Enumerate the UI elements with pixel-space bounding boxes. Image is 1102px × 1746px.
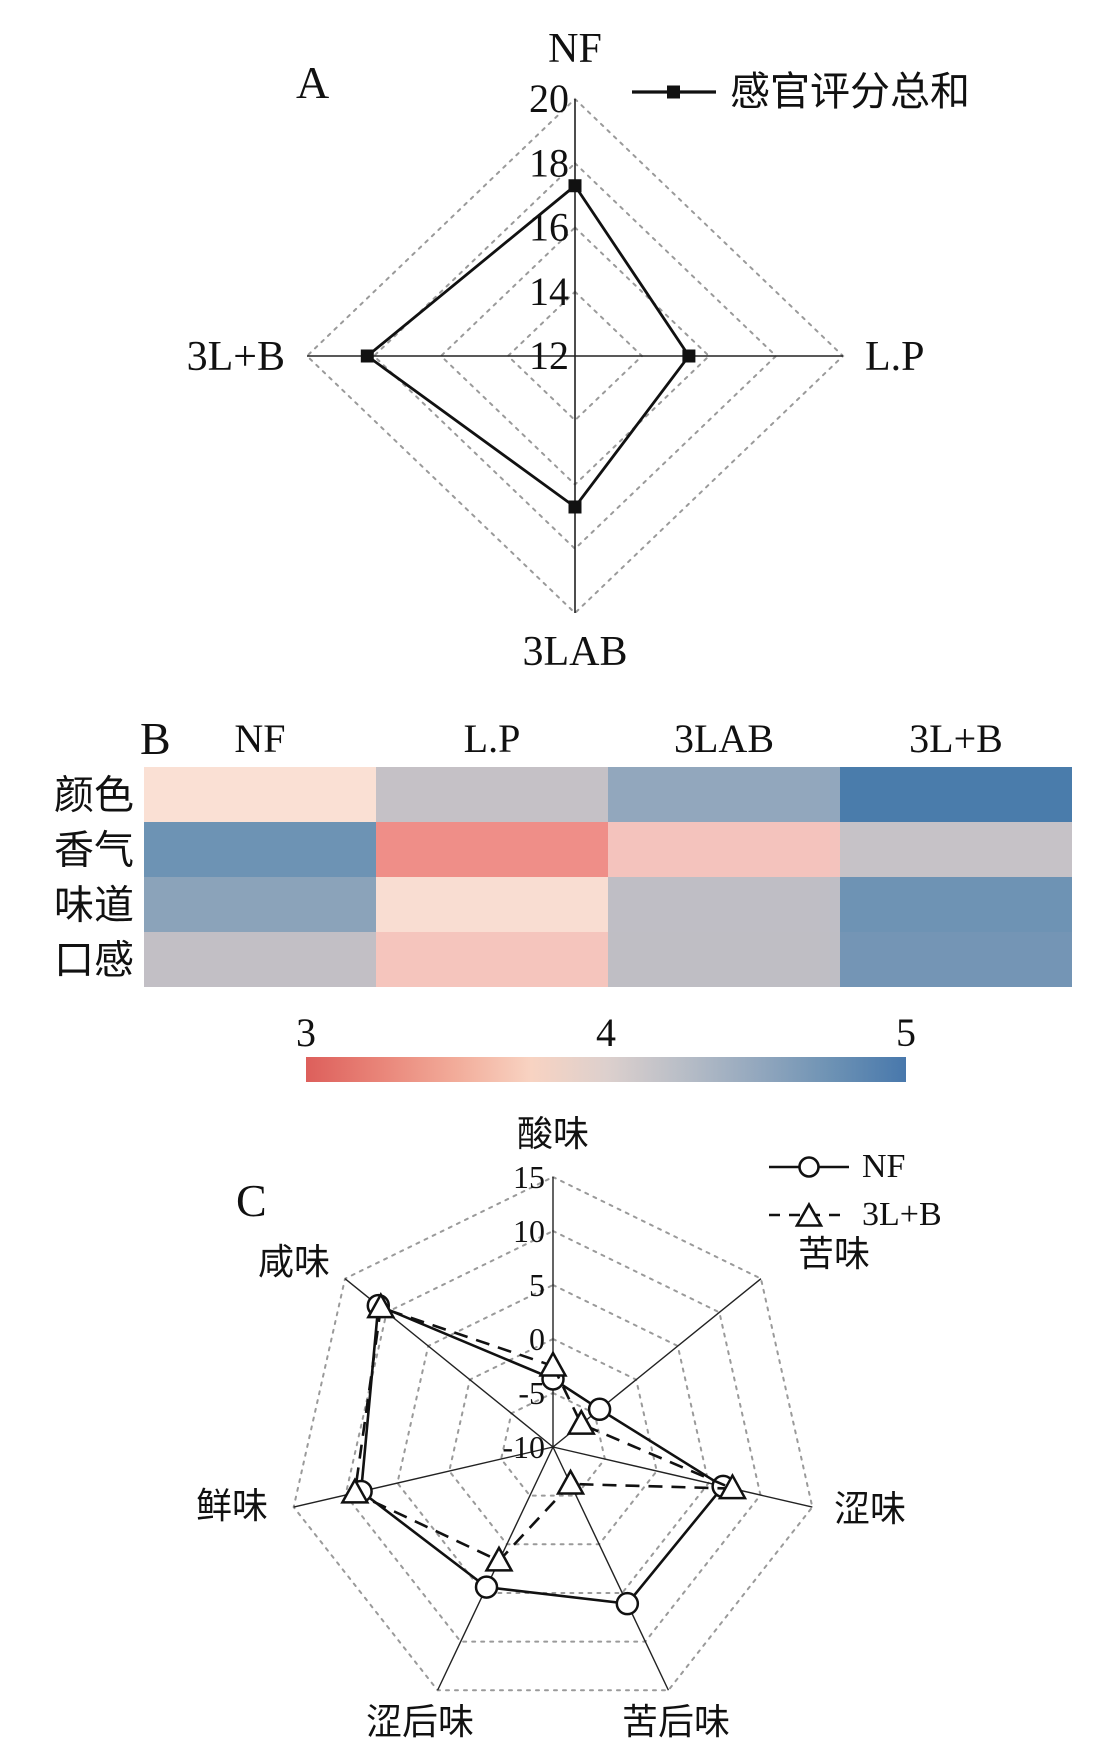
square-marker-line-icon bbox=[632, 85, 716, 99]
panel-c-legend-3lb-label: 3L+B bbox=[862, 1196, 942, 1233]
radar-c-tick-label: 15 bbox=[513, 1159, 545, 1195]
radar-c-grid-ring bbox=[292, 1175, 814, 1692]
radar-c-axis-label: 涩味 bbox=[834, 1489, 906, 1529]
heatmap-cell bbox=[376, 822, 608, 877]
radar-c-triangle-marker bbox=[484, 1545, 514, 1572]
radar-a-square-marker bbox=[568, 179, 582, 193]
radar-c-spoke bbox=[293, 1446, 554, 1508]
radar-a-square-marker bbox=[682, 349, 696, 363]
panel-a-label: A bbox=[296, 57, 330, 108]
heatmap-cell bbox=[144, 822, 376, 877]
heatmap-cell bbox=[608, 822, 840, 877]
triangle-marker-dashed-line-icon bbox=[769, 1201, 849, 1227]
radar-c-axis-label: 苦后味 bbox=[622, 1702, 730, 1742]
radar-c-triangle-marker bbox=[566, 1408, 596, 1435]
heatmap-row-label: 颜色 bbox=[54, 773, 134, 818]
panel-c-legend-3lb: 3L+B bbox=[768, 1198, 942, 1232]
radar-c-grid-ring bbox=[396, 1283, 710, 1594]
circle-marker-line-icon bbox=[769, 1156, 849, 1178]
heatmap-cell bbox=[376, 932, 608, 987]
heatmap-colorbar bbox=[306, 1057, 906, 1082]
heatmap-col-header: 3L+B bbox=[909, 716, 1003, 761]
radar-c-tick-label: 5 bbox=[529, 1267, 545, 1303]
heatmap-cell bbox=[608, 932, 840, 987]
radar-a-axis-label-lp: L.P bbox=[865, 334, 925, 380]
heatmap-cell bbox=[840, 932, 1072, 987]
radar-c-axis-label: 涩后味 bbox=[366, 1702, 474, 1742]
radar-a-square-marker bbox=[360, 349, 374, 363]
heatmap-cell bbox=[376, 877, 608, 932]
radar-c-spoke bbox=[552, 1278, 762, 1448]
radar-c-circle-marker bbox=[587, 1397, 612, 1422]
heatmap-colorbar-tick: 3 bbox=[296, 1010, 316, 1055]
radar-c-tick-label: -10 bbox=[502, 1429, 545, 1465]
radar-c-circle-marker bbox=[474, 1575, 499, 1599]
heatmap-colorbar-tick: 5 bbox=[896, 1010, 916, 1055]
heatmap-cell bbox=[840, 822, 1072, 877]
panel-a-legend-label: 感官评分总和 bbox=[730, 69, 970, 114]
radar-a-tick-label: 16 bbox=[529, 205, 569, 250]
radar-c-triangle-marker bbox=[555, 1468, 586, 1495]
heatmap-col-header: NF bbox=[234, 716, 285, 761]
radar-c-triangle-marker bbox=[538, 1350, 568, 1377]
radar-a-grid-ring bbox=[506, 290, 644, 422]
radar-c-grid-ring bbox=[448, 1337, 658, 1546]
heatmap-cell bbox=[840, 877, 1072, 932]
radar-c-grid-ring bbox=[500, 1391, 606, 1497]
radar-c-data-polygon-3L+B bbox=[353, 1305, 733, 1563]
heatmap-colorbar-tick: 4 bbox=[596, 1010, 616, 1055]
radar-a-tick-label: 18 bbox=[529, 140, 569, 185]
radar-a-axis-label-3lb: 3L+B bbox=[187, 334, 285, 380]
heatmap-cell bbox=[144, 877, 376, 932]
radar-a-square-marker bbox=[568, 500, 582, 514]
radar-a-tick-label: 20 bbox=[529, 76, 569, 121]
radar-a-tick-label: 12 bbox=[529, 333, 569, 378]
panel-c-label: C bbox=[236, 1175, 267, 1226]
radar-c-axis-label: 鲜味 bbox=[196, 1486, 268, 1526]
radar-c-triangle-marker bbox=[366, 1292, 396, 1319]
radar-c-axis-label: 苦味 bbox=[798, 1234, 870, 1274]
heatmap-row-label: 香气 bbox=[54, 828, 134, 873]
heatmap-cell bbox=[144, 767, 376, 822]
radar-c-circle-marker bbox=[615, 1591, 640, 1616]
heatmap-cell bbox=[144, 932, 376, 987]
radar-c-triangle-marker bbox=[340, 1477, 370, 1504]
radar-a-tick-label: 14 bbox=[529, 269, 569, 314]
heatmap-cell bbox=[840, 767, 1072, 822]
heatmap-cell bbox=[608, 877, 840, 932]
panel-a-legend: 感官评分总和 bbox=[630, 72, 970, 112]
radar-c-tick-label: 10 bbox=[513, 1213, 545, 1249]
heatmap-cell bbox=[608, 767, 840, 822]
radar-a-axis-label-nf: NF bbox=[548, 26, 602, 72]
panel-c-legend-nf-label: NF bbox=[862, 1148, 906, 1185]
heatmap-cell bbox=[376, 767, 608, 822]
radar-c-tick-label: 0 bbox=[529, 1321, 545, 1357]
panel-b-label: B bbox=[140, 713, 171, 764]
panel-c-legend-nf: NF bbox=[768, 1150, 905, 1184]
radar-a-grid-ring bbox=[372, 161, 778, 551]
radar-a-axis-label-3lab: 3LAB bbox=[523, 629, 628, 675]
radar-c-grid-ring bbox=[344, 1229, 762, 1643]
heatmap-col-header: L.P bbox=[464, 716, 521, 761]
radar-c-spoke bbox=[552, 1446, 813, 1508]
radar-c-tick-label: -5 bbox=[518, 1375, 545, 1411]
radar-c-axis-label: 酸味 bbox=[517, 1114, 589, 1154]
radar-c-triangle-marker bbox=[717, 1473, 748, 1500]
heatmap-row-label: 口感 bbox=[54, 938, 134, 983]
radar-c-axis-label: 咸味 bbox=[258, 1242, 330, 1282]
heatmap-row-label: 味道 bbox=[54, 883, 134, 928]
heatmap-col-header: 3LAB bbox=[674, 716, 774, 761]
